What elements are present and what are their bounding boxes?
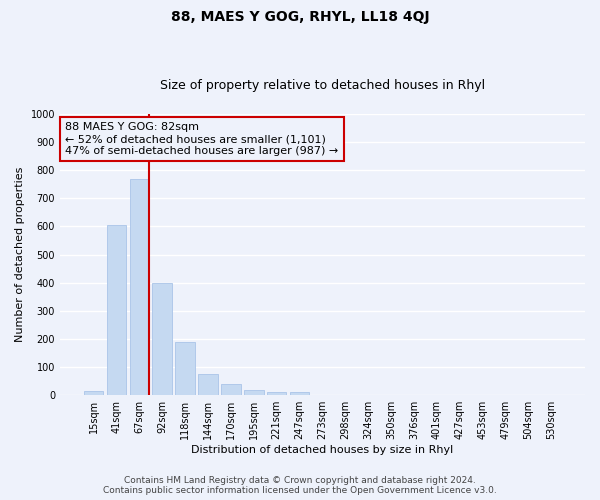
Bar — [198, 374, 218, 395]
Text: 88, MAES Y GOG, RHYL, LL18 4QJ: 88, MAES Y GOG, RHYL, LL18 4QJ — [170, 10, 430, 24]
Bar — [290, 392, 309, 395]
Bar — [175, 342, 195, 395]
Bar — [267, 392, 286, 395]
Bar — [130, 178, 149, 395]
Bar — [221, 384, 241, 395]
Text: 88 MAES Y GOG: 82sqm
← 52% of detached houses are smaller (1,101)
47% of semi-de: 88 MAES Y GOG: 82sqm ← 52% of detached h… — [65, 122, 338, 156]
Y-axis label: Number of detached properties: Number of detached properties — [15, 167, 25, 342]
X-axis label: Distribution of detached houses by size in Rhyl: Distribution of detached houses by size … — [191, 445, 454, 455]
Title: Size of property relative to detached houses in Rhyl: Size of property relative to detached ho… — [160, 79, 485, 92]
Bar — [107, 225, 126, 395]
Bar — [152, 282, 172, 395]
Text: Contains HM Land Registry data © Crown copyright and database right 2024.
Contai: Contains HM Land Registry data © Crown c… — [103, 476, 497, 495]
Bar — [244, 390, 263, 395]
Bar — [84, 391, 103, 395]
